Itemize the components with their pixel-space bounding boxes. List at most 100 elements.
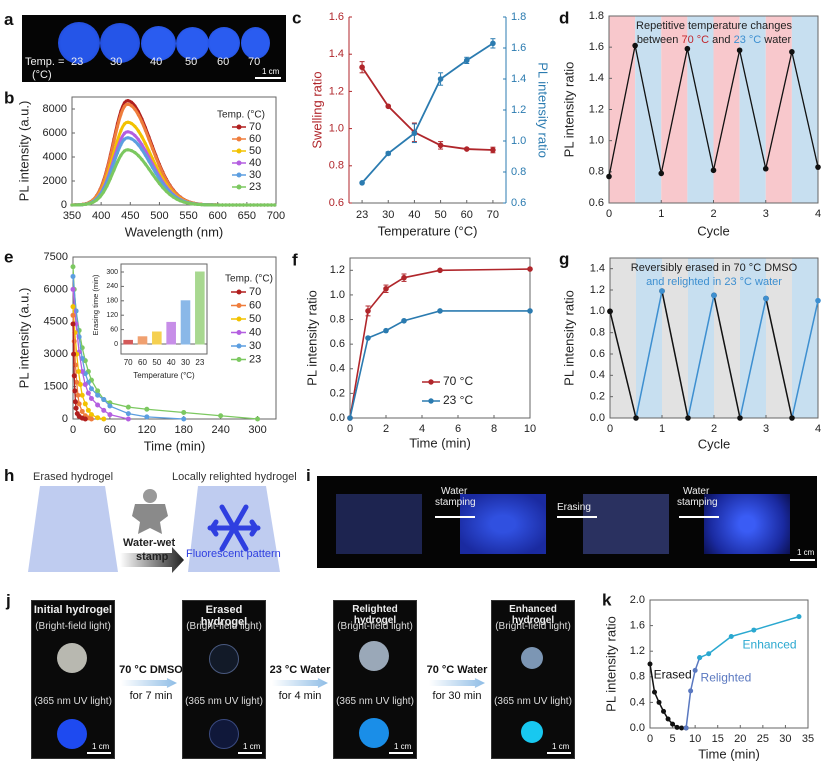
y-tick-label: 1.0 — [590, 305, 605, 317]
band-relight — [636, 258, 662, 418]
series-point-Relighted — [692, 667, 698, 673]
x-tick-label: 25 — [757, 733, 769, 745]
spectrum-marker-23 — [164, 189, 169, 194]
tile-bright-caption: (Bright-field light) — [337, 621, 413, 632]
gel-uv — [521, 721, 543, 743]
x-axis-label: Time (min) — [698, 746, 760, 761]
inset-y-tick-label: 0 — [114, 341, 118, 348]
spectrum-marker-23 — [262, 203, 266, 207]
point-zero — [633, 415, 639, 421]
decay-point-40 — [70, 286, 76, 292]
annotation-line-1: Repetitive temperature changes — [636, 20, 792, 32]
y-tick-label: 1.4 — [329, 48, 344, 60]
panel-h-illustration — [28, 486, 280, 573]
legend-label-60: 60 — [249, 299, 261, 311]
spectrum-marker-40 — [140, 143, 144, 147]
gel-uv — [209, 719, 239, 749]
y-tick-label: 1.6 — [589, 41, 604, 53]
decay-point-30 — [181, 416, 187, 422]
decay-point-70 — [70, 321, 76, 327]
decay-point-23 — [181, 410, 187, 416]
spectrum-marker-30 — [136, 143, 141, 147]
spectrum-marker-23 — [133, 151, 137, 155]
annotation-line-1: Reversibly erased in 70 °C DMSO — [631, 262, 798, 274]
legend-title: Temp. (°C) — [217, 110, 265, 121]
tile-relighted: Relighted hydrogel (Bright-field light) … — [333, 600, 417, 759]
x-axis-label: Cycle — [698, 436, 731, 451]
decay-point-23 — [144, 406, 150, 412]
series-point-left — [490, 147, 496, 153]
decay-point-70 — [73, 405, 79, 411]
decay-point-70 — [71, 351, 77, 357]
y-axis-label-left: Swelling ratio — [309, 71, 324, 148]
gel-bright — [57, 643, 87, 673]
step-3-condition: 70 °C Water — [426, 664, 488, 676]
spectrum-marker-30 — [112, 160, 116, 165]
spectrum-marker-23 — [77, 203, 81, 207]
series-point-23 °C — [527, 308, 533, 314]
inset-x-tick-label: 23 — [195, 358, 204, 367]
series-point-Enhanced — [697, 655, 703, 661]
decay-point-30 — [95, 392, 101, 398]
x-axis-label: Time (min) — [409, 435, 471, 450]
y-tick-label: 0.8 — [511, 166, 526, 178]
scale-bar-label: 1 cm — [394, 742, 412, 751]
spectrum-marker-23 — [234, 203, 238, 207]
x-tick-label: 60 — [104, 424, 116, 436]
spectrum-marker-30 — [126, 136, 130, 140]
y-tick-label: 8000 — [43, 103, 67, 115]
x-tick-label: 35 — [802, 733, 814, 745]
y-tick-label: 1.2 — [329, 85, 344, 97]
decay-point-60 — [71, 338, 77, 344]
annotation-part: and — [709, 34, 733, 46]
step-2-condition: 23 °C Water — [269, 664, 331, 676]
gel-disc-60 — [208, 27, 240, 59]
spectrum-marker-23 — [199, 203, 203, 207]
scale-bar — [238, 752, 262, 754]
legend-marker-30 — [236, 343, 242, 349]
segment-relight — [635, 290, 663, 419]
spectrum-marker-23 — [269, 203, 273, 207]
spectrum-marker-70 — [129, 100, 134, 104]
tile-bright-caption: (Bright-field light) — [495, 621, 571, 632]
spectrum-marker-23 — [70, 203, 74, 207]
decay-point-23 — [218, 413, 224, 419]
step-2-duration: for 4 min — [278, 690, 322, 702]
relighted-caption: Locally relighted hydrogel — [172, 471, 297, 483]
series-point-Enhanced — [796, 614, 802, 620]
scale-bar-label: 1 cm — [243, 742, 261, 751]
cycle-point — [762, 165, 769, 172]
tile-uv-caption: (365 nm UV light) — [336, 696, 414, 707]
spectrum-marker-23 — [73, 203, 78, 207]
spectrum-marker-23 — [140, 157, 144, 162]
x-tick-label: 300 — [248, 424, 266, 436]
panel-label-i: i — [306, 466, 311, 485]
series-point-left — [359, 64, 365, 71]
y-axis-label-right: PL intensity ratio — [536, 62, 551, 158]
scale-bar — [547, 752, 571, 754]
y-tick-label: 0.0 — [630, 722, 645, 734]
x-tick-label: 6 — [455, 423, 461, 435]
spectrum-marker-23 — [231, 203, 235, 207]
decay-point-50 — [79, 392, 85, 398]
spectrum-marker-60 — [112, 139, 116, 143]
series-point-Erased — [661, 708, 667, 714]
spectrum-marker-23 — [206, 203, 210, 207]
y-axis-label: PL intensity ratio — [561, 290, 576, 386]
series-point-right — [385, 150, 392, 157]
gel-disc-70 — [241, 27, 270, 59]
x-tick-label: 4 — [419, 423, 425, 435]
panel-label-j: j — [6, 591, 11, 610]
y-tick-label: 1.4 — [589, 72, 604, 84]
tile-title: Initial hydrogel — [33, 604, 113, 616]
series-point-Relighted — [688, 688, 694, 694]
decay-point-23 — [70, 264, 76, 270]
y-tick-label: 1.0 — [511, 135, 526, 147]
spectrum-marker-23 — [147, 167, 151, 171]
spectrum-marker-23 — [112, 168, 116, 172]
spectrum-marker-23 — [136, 154, 141, 158]
temp-40: 40 — [150, 56, 163, 68]
spectrum-marker-23 — [252, 203, 256, 207]
cycle-point — [632, 42, 638, 49]
